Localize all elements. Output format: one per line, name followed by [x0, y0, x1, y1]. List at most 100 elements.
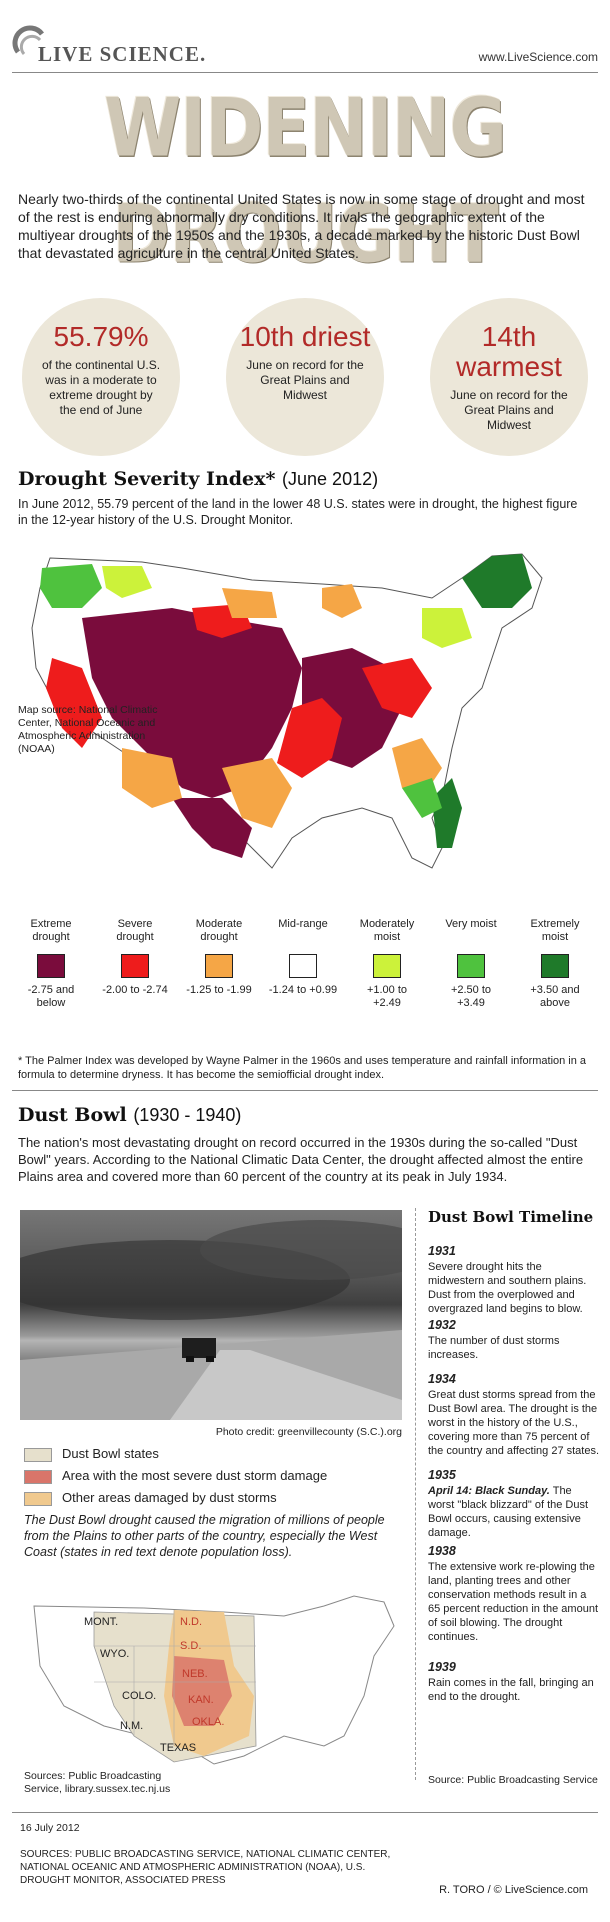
timeline-year: 1938 — [428, 1544, 456, 1558]
state-label-colo: COLO. — [122, 1690, 157, 1702]
legend-swatch — [121, 954, 149, 978]
state-label-nm: N.M. — [120, 1720, 144, 1732]
timeline-entry-1938: 1938 The extensive work re-plowing the l… — [428, 1544, 600, 1644]
state-label-nd: N.D. — [180, 1616, 202, 1628]
state-label-wyo: WYO. — [100, 1648, 130, 1660]
legend-label: Other areas damaged by dust storms — [62, 1490, 277, 1505]
legend-label: Mid-range — [278, 918, 328, 930]
intro-paragraph: Nearly two-thirds of the continental Uni… — [18, 191, 585, 261]
legend-range: -1.25 to -1.99 — [186, 984, 252, 996]
section-divider — [12, 1090, 598, 1091]
timeline-source: Source: Public Broadcasting Service — [428, 1774, 598, 1786]
severity-heading-sub: (June 2012) — [282, 469, 379, 489]
legend-label: Severe drought — [116, 918, 154, 943]
timeline-text: Great dust storms spread from the Dust B… — [428, 1389, 600, 1457]
legend-swatch — [289, 954, 317, 978]
stat-value: 55.79% — [53, 321, 149, 352]
timeline-year: 1932 — [428, 1318, 456, 1332]
author-credit: R. TORO / © LiveScience.com — [439, 1884, 588, 1896]
drought-severity-map — [31, 553, 543, 869]
header: LIVE SCIENCE. www.LiveScience.com — [12, 18, 598, 78]
legend-swatch — [541, 954, 569, 978]
timeline-entry-1934: 1934 Great dust storms spread from the D… — [428, 1372, 600, 1458]
legend-mid-range: Mid-range -1.24 to +0.99 — [268, 918, 338, 997]
stat-description: June on record for the Great Plains and … — [246, 358, 364, 402]
timeline-text: The worst "black blizzard" of the Dust B… — [428, 1485, 589, 1539]
stat-description: June on record for the Great Plains and … — [450, 388, 568, 432]
palmer-footnote: * The Palmer Index was developed by Wayn… — [18, 1055, 587, 1081]
dustbowl-description: The nation's most devastating drought on… — [18, 1135, 584, 1184]
migration-caption: The Dust Bowl drought caused the migrati… — [24, 1513, 385, 1559]
timeline-text: The number of dust storms increases. — [428, 1335, 560, 1361]
legend-extreme-drought: Extreme drought -2.75 and below — [16, 918, 86, 1010]
livescience-logo-icon — [12, 25, 44, 55]
legend-label: Extreme drought — [30, 918, 72, 943]
timeline-year: 1939 — [428, 1660, 456, 1674]
dust-storm-photo — [20, 1210, 402, 1420]
legend-very-moist: Very moist +2.50 to +3.49 — [436, 918, 506, 1010]
stat-circle-drought-extent: 55.79% of the continental U.S. was in a … — [22, 298, 180, 456]
legend-label: Extremely moist — [530, 918, 580, 943]
legend-label: Very moist — [445, 918, 497, 930]
dustbowl-map — [33, 1595, 395, 1765]
stat-circle-warmest: 14th warmest June on record for the Grea… — [430, 298, 588, 456]
state-label-mont: MONT. — [84, 1616, 119, 1628]
header-divider — [12, 72, 598, 73]
state-label-okla: OKLA. — [192, 1716, 225, 1728]
logo-text: LIVE SCIENCE. — [38, 42, 207, 66]
photo-credit: Photo credit: greenvillecounty (S.C.).or… — [215, 1426, 402, 1438]
legend-swatch — [24, 1469, 52, 1484]
legend-range: -2.00 to -2.74 — [102, 984, 168, 996]
footer-divider — [12, 1812, 598, 1813]
legend-label: Dust Bowl states — [62, 1446, 159, 1461]
stat-circle-driest: 10th driest June on record for the Great… — [226, 298, 384, 456]
stat-value: 14th warmest — [456, 321, 562, 382]
map-source: Map source: National Climatic Center, Na… — [18, 704, 158, 755]
legend-range: +1.00 to +2.49 — [366, 984, 408, 1009]
timeline-emphasis: April 14: Black Sunday. — [428, 1485, 550, 1497]
legend-swatch — [37, 954, 65, 978]
dustbowl-heading: Dust Bowl (1930 - 1940) — [18, 1104, 241, 1126]
timeline-text: Severe drought hits the midwestern and s… — [428, 1261, 587, 1315]
state-label-texas: TEXAS — [160, 1742, 197, 1754]
severity-description: In June 2012, 55.79 percent of the land … — [18, 497, 578, 527]
timeline-year: 1934 — [428, 1372, 456, 1386]
dustbowl-heading-main: Dust Bowl — [18, 1104, 127, 1126]
legend-swatch — [457, 954, 485, 978]
dustbowl-map-sources: Sources: Public Broadcasting Service, li… — [24, 1770, 171, 1795]
footer-sources: SOURCES: PUBLIC BROADCASTING SERVICE, NA… — [20, 1849, 391, 1886]
timeline-entry-1932: 1932 The number of dust storms increases… — [428, 1318, 600, 1362]
stat-value: 10th driest — [239, 321, 371, 352]
dustbowl-legend-other: Other areas damaged by dust storms — [24, 1490, 277, 1506]
timeline-text: The extensive work re-plowing the land, … — [428, 1561, 599, 1643]
legend-moderate-drought: Moderate drought -1.25 to -1.99 — [184, 918, 254, 997]
legend-label: Moderate drought — [195, 918, 243, 943]
dustbowl-legend-states: Dust Bowl states — [24, 1446, 159, 1462]
timeline-year: 1935 — [428, 1468, 456, 1482]
timeline-entry-1931: 1931 Severe drought hits the midwestern … — [428, 1244, 600, 1316]
legend-label: Moderately moist — [359, 918, 415, 943]
legend-swatch — [24, 1447, 52, 1462]
dust-storm-illustration — [20, 1220, 402, 1420]
timeline-title: Dust Bowl Timeline — [428, 1208, 594, 1226]
stat-description: of the continental U.S. was in a moderat… — [41, 358, 161, 417]
site-url[interactable]: www.LiveScience.com — [478, 50, 598, 64]
dustbowl-legend-severe: Area with the most severe dust storm dam… — [24, 1468, 327, 1484]
legend-swatch — [205, 954, 233, 978]
state-label-sd: S.D. — [180, 1640, 202, 1652]
legend-extremely-moist: Extremely moist +3.50 and above — [520, 918, 590, 1010]
severity-heading: Drought Severity Index* (June 2012) — [18, 468, 378, 490]
legend-moderately-moist: Moderately moist +1.00 to +2.49 — [352, 918, 422, 1010]
legend-range: +3.50 and above — [530, 984, 580, 1009]
timeline-year: 1931 — [428, 1244, 456, 1258]
legend-severe-drought: Severe drought -2.00 to -2.74 — [100, 918, 170, 997]
legend-range: -2.75 and below — [27, 984, 75, 1009]
dustbowl-heading-sub: (1930 - 1940) — [133, 1105, 242, 1125]
timeline-divider — [415, 1208, 416, 1780]
state-label-neb: NEB. — [182, 1668, 208, 1680]
legend-swatch — [24, 1491, 52, 1506]
legend-label: Area with the most severe dust storm dam… — [62, 1468, 328, 1483]
publish-date: 16 July 2012 — [20, 1822, 80, 1834]
timeline-text: Rain comes in the fall, bringing an end … — [428, 1677, 594, 1703]
legend-range: -1.24 to +0.99 — [268, 984, 338, 996]
